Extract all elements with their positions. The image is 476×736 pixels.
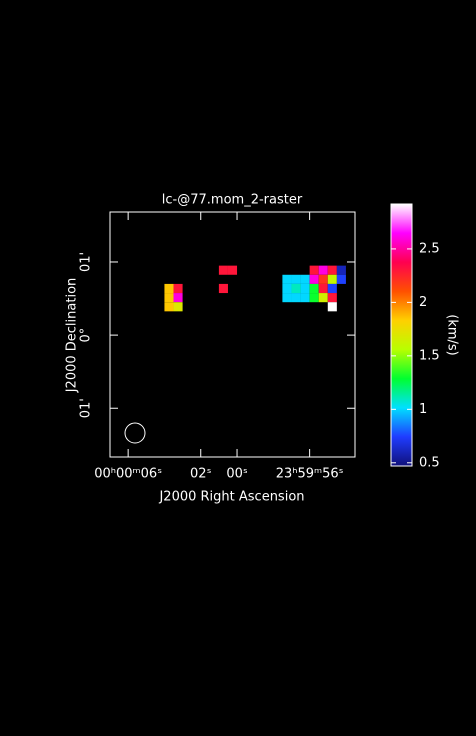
raster-cell: [291, 293, 301, 303]
plot-frame: [109, 211, 356, 458]
raster-cell: [318, 265, 328, 275]
x-tick-label: 23ʰ59ᵐ56ˢ: [276, 467, 344, 482]
raster-cell: [227, 265, 238, 275]
raster-cell: [309, 293, 319, 303]
raster-cell: [318, 293, 328, 303]
raster-cell: [300, 293, 310, 303]
y-axis-label: J2000 Declination: [65, 278, 80, 394]
raster-cell: [309, 274, 319, 284]
colorbar-tick-label: 2.5: [419, 241, 440, 256]
x-tick-label: 02ˢ: [190, 467, 212, 482]
raster-cell: [291, 283, 301, 294]
raster-cell: [336, 274, 346, 284]
raster-cell: [300, 274, 310, 284]
raster-cell: [282, 283, 292, 294]
raster-cell: [327, 283, 337, 294]
x-tick-label: 00ʰ00ᵐ06ˢ: [94, 467, 162, 482]
y-tick-label: 0°: [79, 328, 94, 343]
raster-cell: [173, 302, 183, 312]
raster-cell: [318, 283, 328, 294]
raster-cell: [318, 274, 328, 284]
y-tick-label: 01': [79, 252, 94, 272]
colorbar-frame: [390, 203, 413, 467]
colorbar-tick-label: 2: [419, 295, 427, 310]
colorbar-tick-label: 1.5: [419, 348, 440, 363]
raster-cell: [309, 265, 319, 275]
raster-cell: [164, 293, 174, 303]
raster-cell: [291, 274, 301, 284]
colorbar-tick-label: 0.5: [419, 455, 440, 470]
raster-cell: [309, 283, 319, 294]
raster-cell: [282, 274, 292, 284]
raster-cell: [218, 265, 228, 275]
chart-title: lc-@77.mom_2-raster: [162, 193, 303, 208]
raster-cell: [336, 265, 346, 275]
y-tick-label: 01': [79, 398, 94, 418]
raster-cell: [218, 283, 228, 294]
raster-cell: [164, 302, 174, 312]
raster-cell: [327, 302, 337, 312]
raster-cell: [164, 283, 174, 294]
raster-cell: [327, 265, 337, 275]
x-tick-label: 00ˢ: [226, 467, 248, 482]
colorbar-label: (km/s): [445, 314, 460, 356]
raster-cell: [327, 274, 337, 284]
raster-cell: [173, 283, 183, 294]
raster-cell: [327, 293, 337, 303]
raster-cell: [173, 293, 183, 303]
beam: [124, 422, 146, 444]
raster-cell: [300, 283, 310, 294]
colorbar-tick-label: 1: [419, 402, 427, 417]
colorbar: [391, 204, 412, 466]
x-axis-label: J2000 Right Ascension: [158, 490, 304, 505]
raster-cell: [282, 293, 292, 303]
